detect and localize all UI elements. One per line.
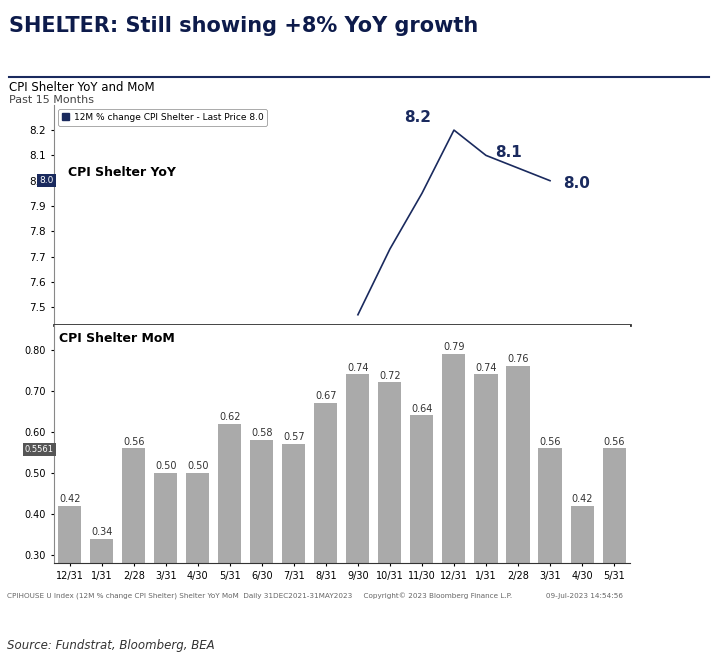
Bar [122, 448, 145, 655]
Bar [410, 415, 433, 655]
Text: Past 15 Months: Past 15 Months [9, 95, 94, 105]
Text: 0.56: 0.56 [539, 436, 561, 447]
Text: CPIHOUSE U Index (12M % change CPI Shelter) Shelter YoY MoM  Daily 31DEC2021-31M: CPIHOUSE U Index (12M % change CPI Shelt… [7, 593, 623, 600]
Text: 0.50: 0.50 [155, 461, 177, 471]
Text: 0.56: 0.56 [123, 436, 145, 447]
Text: 0.74: 0.74 [347, 363, 369, 373]
Text: 8.0: 8.0 [39, 176, 54, 185]
Bar [90, 538, 113, 655]
Text: 0.58: 0.58 [251, 428, 273, 438]
Bar [218, 424, 241, 655]
Bar [58, 506, 81, 655]
Text: 0.34: 0.34 [91, 527, 112, 537]
Text: 0.62: 0.62 [219, 412, 241, 422]
Bar [251, 440, 274, 655]
Bar [442, 354, 465, 655]
Text: 0.74: 0.74 [475, 363, 497, 373]
Legend: 12M % change CPI Shelter - Last Price 8.0: 12M % change CPI Shelter - Last Price 8.… [58, 109, 267, 126]
Bar [282, 444, 306, 655]
Text: 0.67: 0.67 [315, 391, 337, 402]
Text: Source: Fundstrat, Bloomberg, BEA: Source: Fundstrat, Bloomberg, BEA [7, 639, 215, 652]
Bar [186, 473, 209, 655]
Bar [603, 448, 626, 655]
Bar [475, 374, 498, 655]
Bar [154, 473, 178, 655]
Text: 0.42: 0.42 [59, 494, 80, 504]
Text: 0.64: 0.64 [411, 403, 432, 414]
Bar [347, 374, 369, 655]
Text: 0.5561: 0.5561 [24, 445, 54, 455]
Text: 0.76: 0.76 [507, 354, 528, 364]
Text: SHELTER: Still showing +8% YoY growth: SHELTER: Still showing +8% YoY growth [9, 16, 478, 37]
Text: 8.0: 8.0 [563, 176, 590, 191]
Text: 0.57: 0.57 [283, 432, 305, 442]
Bar [538, 448, 561, 655]
Text: 0.79: 0.79 [443, 342, 465, 352]
Text: 8.1: 8.1 [495, 145, 523, 160]
Text: CPI Shelter YoY: CPI Shelter YoY [68, 166, 176, 179]
Text: CPI Shelter MoM: CPI Shelter MoM [59, 332, 175, 345]
Bar [506, 366, 530, 655]
Text: 0.56: 0.56 [604, 436, 625, 447]
Text: 0.42: 0.42 [571, 494, 593, 504]
Text: 0.72: 0.72 [379, 371, 401, 381]
Text: 8.2: 8.2 [405, 110, 432, 125]
Bar [378, 383, 402, 655]
Text: 0.50: 0.50 [187, 461, 208, 471]
Bar [571, 506, 594, 655]
Text: CPI Shelter YoY and MoM: CPI Shelter YoY and MoM [9, 81, 154, 94]
Bar [314, 403, 337, 655]
